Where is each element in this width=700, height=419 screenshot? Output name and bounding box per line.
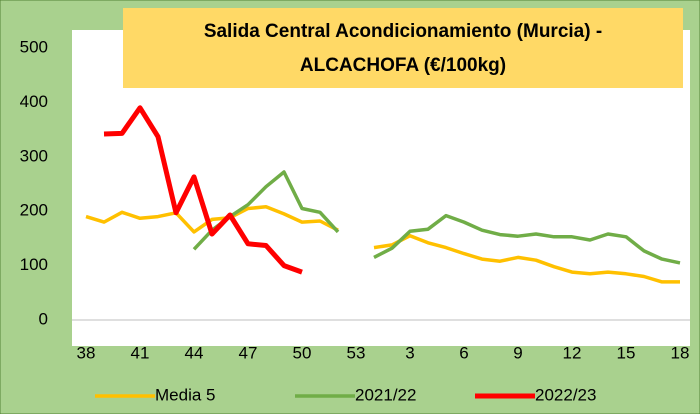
legend-label: 2022/23 — [535, 385, 596, 404]
series-line — [85, 205, 680, 284]
x-tick-label: 47 — [239, 343, 258, 362]
y-tick-label: 100 — [20, 255, 48, 274]
y-tick-label: 0 — [39, 309, 48, 328]
x-tick-label: 53 — [347, 343, 366, 362]
chart-title: Salida Central Acondicionamiento (Murcia… — [204, 21, 602, 42]
y-tick-label: 400 — [20, 92, 48, 111]
x-tick-label: 6 — [459, 343, 468, 362]
x-tick-label: 44 — [185, 343, 204, 362]
x-tick-label: 41 — [131, 343, 150, 362]
x-tick-label: 3 — [405, 343, 414, 362]
title-box — [123, 8, 683, 88]
x-tick-label: 9 — [513, 343, 522, 362]
y-tick-label: 200 — [20, 201, 48, 220]
x-tick-label: 18 — [671, 343, 690, 362]
x-tick-label: 38 — [77, 343, 96, 362]
series-line — [103, 105, 303, 275]
y-tick-label: 500 — [20, 37, 48, 56]
legend-label: 2021/22 — [355, 385, 416, 404]
x-tick-label: 12 — [563, 343, 582, 362]
chart-subtitle: ALCACHOFA (€/100kg) — [300, 55, 506, 76]
x-tick-label: 15 — [617, 343, 636, 362]
x-tick-label: 50 — [293, 343, 312, 362]
y-tick-label: 300 — [20, 146, 48, 165]
legend-label: Media 5 — [155, 385, 215, 404]
